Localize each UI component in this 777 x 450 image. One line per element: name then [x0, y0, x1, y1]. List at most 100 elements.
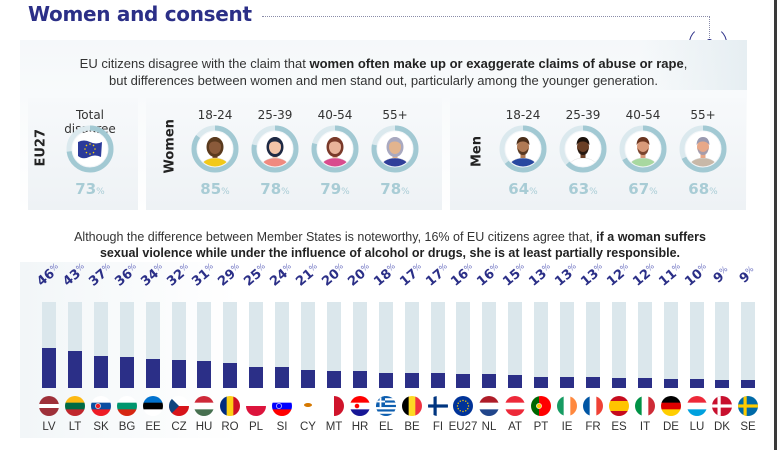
eu-flag-icon: [78, 140, 102, 159]
bar-track: [456, 302, 470, 388]
sub-text-bold1: if a woman suffers: [596, 230, 706, 244]
country-label: AT: [508, 421, 522, 433]
country-label: SK: [93, 421, 109, 433]
country-label: DK: [714, 421, 730, 433]
country-label: FR: [585, 421, 601, 433]
country-label: CY: [300, 421, 316, 433]
country-label: IE: [561, 421, 573, 433]
women-age-label: 40-54: [317, 108, 353, 122]
bar-HU: [197, 361, 211, 388]
percent-sign: %: [221, 187, 230, 197]
bar-SI: [275, 367, 289, 388]
flag-ee-icon: [143, 396, 163, 416]
flag-sk-icon: [91, 396, 111, 416]
section-shade: [640, 40, 747, 90]
women-age-label: 25-39: [257, 108, 293, 122]
bar-track: [715, 302, 729, 388]
flag-nl-icon: [479, 396, 499, 416]
percent-value: 68: [688, 180, 710, 198]
country-label: ES: [611, 421, 627, 433]
bar-track: [275, 302, 289, 388]
bar-CZ: [172, 360, 186, 388]
bar-RO: [223, 363, 237, 388]
percent-sign: %: [401, 187, 410, 197]
men-percent: 64%: [498, 180, 548, 198]
percent-sign: %: [281, 187, 290, 197]
bar-track: [612, 302, 626, 388]
flag-dk-icon: [712, 396, 732, 416]
bar-IE: [560, 376, 574, 388]
women-donut-18-24: [191, 125, 239, 173]
bar-EL: [379, 372, 393, 388]
percent-sign: %: [589, 187, 598, 197]
country-label: HR: [351, 421, 369, 433]
flag-si-icon: [272, 396, 292, 416]
country-label: FI: [432, 421, 444, 433]
flag-ro-icon: [220, 396, 240, 416]
bar-ES: [612, 377, 626, 388]
flag-ie-icon: [557, 396, 577, 416]
bar-track: [405, 302, 419, 388]
bar-FR: [586, 376, 600, 388]
country-label: BG: [118, 421, 136, 433]
percent-value: 78: [260, 180, 282, 198]
woman-avatar-icon: [260, 137, 290, 167]
men-age-label: 18-24: [505, 108, 541, 122]
sub-text-bold2: sexual violence while under the influenc…: [99, 246, 681, 260]
country-label: EU27: [448, 421, 478, 433]
woman-avatar-icon: [320, 137, 350, 167]
bar-track: [741, 302, 755, 388]
bar-EE: [146, 358, 160, 388]
women-donut-40-54: [311, 125, 359, 173]
intro-text-bold: women often make up or exaggerate claims…: [309, 56, 684, 71]
flag-lu-icon: [687, 396, 707, 416]
intro-text: EU citizens disagree with the claim that…: [20, 55, 747, 89]
page-title: Women and consent: [28, 2, 252, 26]
percent-value: 73: [75, 180, 97, 198]
percent-sign: %: [341, 187, 350, 197]
bar-EU27: [456, 374, 470, 388]
women-percent: 78%: [250, 180, 300, 198]
bar-LT: [68, 351, 82, 388]
country-label: EL: [378, 421, 394, 433]
bar-HR: [353, 370, 367, 388]
country-label: MT: [325, 421, 343, 433]
man-avatar-icon: [628, 137, 658, 167]
country-label: PL: [248, 421, 264, 433]
men-group-label: Men: [469, 136, 485, 168]
country-label: PT: [533, 421, 549, 433]
intro-text-end: ,: [683, 56, 688, 71]
flag-at-icon: [505, 396, 525, 416]
percent-value: 79: [320, 180, 342, 198]
bar-NL: [482, 374, 496, 388]
percent-value: 63: [568, 180, 590, 198]
donut-fill: [619, 125, 667, 173]
country-label: EE: [145, 421, 161, 433]
bar-track: [664, 302, 678, 388]
percent-sign: %: [709, 187, 718, 197]
bar-SE: [741, 380, 755, 388]
flag-cz-icon: [169, 396, 189, 416]
women-donut-55+: [371, 125, 419, 173]
country-label: SE: [740, 421, 756, 433]
country-label: LT: [68, 421, 82, 433]
sub-text-start: Although the difference between Member S…: [74, 230, 597, 244]
bar-track: [560, 302, 574, 388]
bar-track: [508, 302, 522, 388]
flag-mt-icon: [324, 396, 344, 416]
intro-text-start: EU citizens disagree with the claim that: [79, 56, 310, 71]
flag-el-icon: [376, 396, 396, 416]
eu27-group-label: EU27: [33, 128, 49, 167]
bar-track: [638, 302, 652, 388]
women-percent: 78%: [370, 180, 420, 198]
bar-LU: [690, 379, 704, 388]
man-avatar-icon: [508, 137, 538, 167]
country-label: SI: [276, 421, 288, 433]
men-age-label: 40-54: [625, 108, 661, 122]
bar-track: [301, 302, 315, 388]
men-age-label: 55+: [690, 108, 716, 122]
flag-fi-icon: [428, 396, 448, 416]
bar-PL: [249, 366, 263, 388]
donut-fill: [66, 125, 114, 173]
women-percent: 79%: [310, 180, 360, 198]
